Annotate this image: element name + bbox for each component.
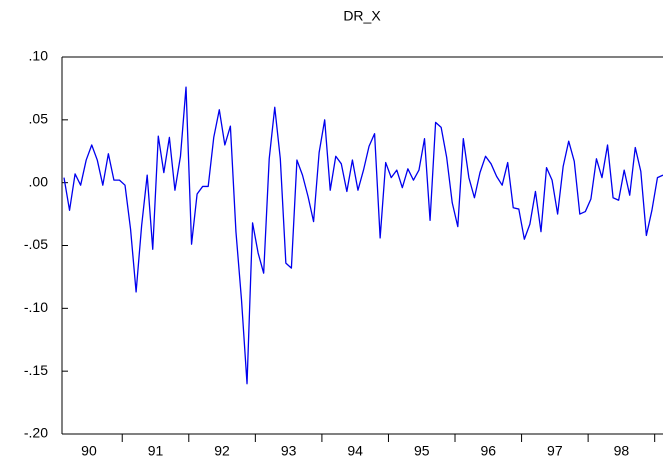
y-tick-label: .10 bbox=[29, 48, 49, 64]
data-line bbox=[63, 86, 663, 385]
x-tick-label: 96 bbox=[481, 443, 497, 459]
x-tick-label: 95 bbox=[414, 443, 430, 459]
y-tick-label: -.20 bbox=[24, 425, 48, 441]
y-tick-label: -.05 bbox=[24, 236, 48, 252]
x-tick-label: 93 bbox=[281, 443, 297, 459]
x-tick-label: 94 bbox=[347, 443, 363, 459]
x-tick-label: 91 bbox=[148, 443, 164, 459]
x-tick-label: 90 bbox=[81, 443, 97, 459]
y-tick-label: .05 bbox=[29, 111, 49, 127]
x-tick-label: 98 bbox=[614, 443, 630, 459]
y-tick-label: -.15 bbox=[24, 362, 48, 378]
chart-title: DR_X bbox=[343, 8, 381, 24]
y-tick-label: .00 bbox=[29, 173, 49, 189]
x-tick-label: 97 bbox=[547, 443, 563, 459]
y-tick-label: -.10 bbox=[24, 299, 48, 315]
x-tick-label: 92 bbox=[214, 443, 230, 459]
